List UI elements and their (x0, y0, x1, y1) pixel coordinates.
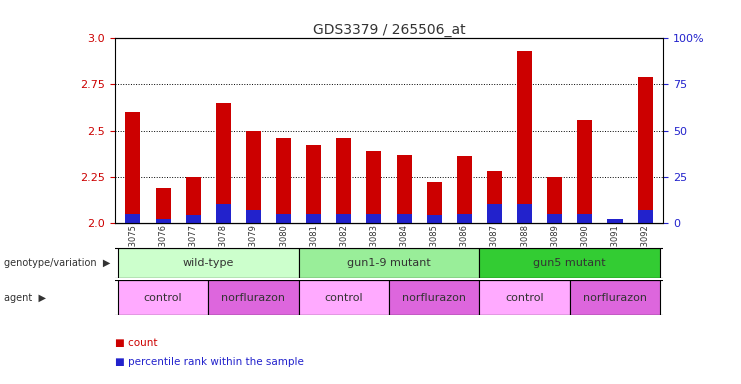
Text: GSM323082: GSM323082 (339, 224, 348, 275)
Text: GSM323075: GSM323075 (128, 224, 137, 275)
Bar (306, 145, 322, 223)
Bar (367, 214, 382, 223)
Bar (637, 210, 653, 223)
Text: GSM323076: GSM323076 (159, 224, 167, 275)
Bar (427, 215, 442, 223)
Text: GSM323087: GSM323087 (490, 224, 499, 275)
Bar (246, 210, 261, 223)
Bar (125, 214, 141, 223)
Text: gun1-9 mutant: gun1-9 mutant (347, 258, 431, 268)
Text: control: control (325, 293, 363, 303)
Bar (118, 248, 299, 278)
Bar (427, 182, 442, 223)
Bar (186, 177, 201, 223)
Bar (125, 112, 141, 223)
Bar (306, 214, 322, 223)
Bar (608, 219, 622, 223)
Bar (216, 204, 231, 223)
Bar (118, 280, 208, 315)
Bar (517, 51, 532, 223)
Bar (216, 103, 231, 223)
Bar (276, 138, 291, 223)
Text: GSM323080: GSM323080 (279, 224, 288, 275)
Text: GSM323081: GSM323081 (309, 224, 318, 275)
Text: GSM323090: GSM323090 (580, 224, 589, 275)
Bar (156, 188, 170, 223)
Text: GSM323077: GSM323077 (189, 224, 198, 275)
Title: GDS3379 / 265506_at: GDS3379 / 265506_at (313, 23, 465, 37)
Bar (456, 214, 472, 223)
Text: genotype/variation  ▶: genotype/variation ▶ (4, 258, 110, 268)
Text: GSM323085: GSM323085 (430, 224, 439, 275)
Text: GSM323079: GSM323079 (249, 224, 258, 275)
Text: norflurazon: norflurazon (222, 293, 285, 303)
Bar (156, 219, 170, 223)
Bar (367, 151, 382, 223)
Bar (396, 154, 411, 223)
Text: GSM323092: GSM323092 (641, 224, 650, 275)
Text: control: control (144, 293, 182, 303)
Text: agent  ▶: agent ▶ (4, 293, 46, 303)
Text: GSM323078: GSM323078 (219, 224, 227, 275)
Bar (487, 171, 502, 223)
Bar (276, 214, 291, 223)
Bar (396, 214, 411, 223)
Text: ■ count: ■ count (115, 338, 157, 348)
Text: norflurazon: norflurazon (402, 293, 466, 303)
Bar (208, 280, 299, 315)
Bar (336, 138, 351, 223)
Bar (637, 77, 653, 223)
Bar (547, 214, 562, 223)
Bar (479, 248, 660, 278)
Text: gun5 mutant: gun5 mutant (534, 258, 606, 268)
Bar (608, 219, 622, 223)
Bar (186, 215, 201, 223)
Bar (299, 248, 479, 278)
Text: wild-type: wild-type (182, 258, 234, 268)
Text: GSM323089: GSM323089 (551, 224, 559, 275)
Text: ■ percentile rank within the sample: ■ percentile rank within the sample (115, 357, 304, 367)
Bar (336, 214, 351, 223)
Bar (570, 280, 660, 315)
Bar (487, 204, 502, 223)
Bar (299, 280, 389, 315)
Text: GSM323088: GSM323088 (520, 224, 529, 275)
Text: control: control (505, 293, 544, 303)
Text: norflurazon: norflurazon (583, 293, 647, 303)
Text: GSM323086: GSM323086 (460, 224, 469, 275)
Bar (246, 131, 261, 223)
Text: GSM323083: GSM323083 (370, 224, 379, 275)
Bar (577, 119, 592, 223)
Text: GSM323091: GSM323091 (611, 224, 619, 275)
Bar (547, 177, 562, 223)
Bar (389, 280, 479, 315)
Text: GSM323084: GSM323084 (399, 224, 408, 275)
Bar (517, 204, 532, 223)
Bar (456, 156, 472, 223)
Bar (577, 214, 592, 223)
Bar (479, 280, 570, 315)
